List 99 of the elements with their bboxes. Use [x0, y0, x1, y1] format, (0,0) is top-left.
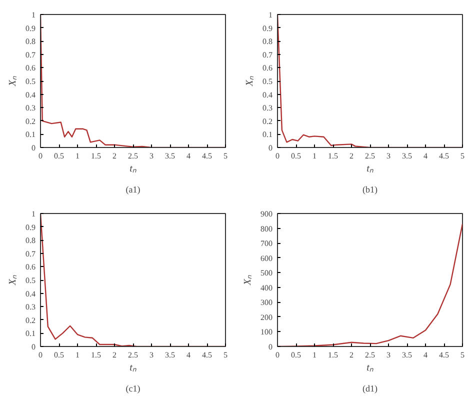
y-tick-label: 0.4 — [262, 90, 272, 100]
y-tick-label: 700 — [260, 239, 272, 248]
x-tick-label: 5 — [224, 350, 228, 360]
y-tick-label: 0.9 — [26, 222, 36, 232]
y-tick-label: 0 — [268, 342, 272, 352]
y-tick-label: 0.7 — [26, 249, 36, 258]
x-tick-label: 4 — [186, 350, 190, 360]
y-tick-label: 0.1 — [26, 329, 36, 338]
x-tick-label: 3.5 — [402, 152, 412, 160]
y-tick-label: 0.2 — [26, 316, 36, 325]
x-axis-title: tₙ — [130, 362, 136, 374]
x-tick-label: 4 — [424, 152, 428, 160]
y-tick-label: 0.7 — [26, 50, 36, 60]
x-tick-label: 4.5 — [202, 152, 212, 160]
x-tick-label: 2.5 — [365, 152, 375, 160]
x-tick-label: 2 — [112, 152, 116, 160]
x-tick-label: 3 — [150, 152, 154, 160]
y-tick-label: 800 — [260, 224, 272, 234]
text: (d1) — [362, 384, 378, 394]
x-tick-label: 5 — [460, 350, 464, 360]
y-tick-label: 400 — [260, 283, 272, 292]
y-tick-label: 0.5 — [26, 77, 36, 86]
y-tick-label: 0.2 — [262, 116, 272, 126]
x-tick-label: 3 — [150, 350, 154, 360]
y-tick-label: 0.6 — [262, 64, 272, 73]
x-tick-label: 0.5 — [54, 350, 64, 360]
y-tick-label: 600 — [260, 254, 272, 263]
y-axis-title: Xₙ — [242, 274, 254, 286]
y-tick-label: 0.6 — [26, 262, 36, 272]
x-tick-label: 0 — [276, 350, 280, 360]
y-tick-label: 0.4 — [26, 90, 36, 100]
y-tick-label: 0 — [32, 144, 36, 152]
x-tick-label: 1 — [312, 152, 316, 160]
y-tick-label: 0.5 — [26, 276, 36, 285]
x-tick-label: 4.5 — [202, 350, 212, 360]
x-tick-label: 0.5 — [291, 152, 301, 160]
x-tick-label: 1 — [76, 152, 80, 160]
x-tick-label: 1 — [76, 350, 80, 360]
text: (c1) — [126, 384, 140, 394]
x-tick-label: 4 — [424, 350, 428, 360]
y-tick-label: 0.1 — [26, 130, 36, 140]
y-tick-label: 900 — [260, 210, 272, 218]
x-tick-label: 0 — [38, 350, 42, 360]
x-tick-label: 2 — [350, 152, 354, 160]
x-tick-label: 0.5 — [54, 152, 64, 160]
y-tick-label: 0.3 — [26, 302, 36, 312]
y-tick-label: 0.6 — [26, 64, 36, 73]
x-tick-label: 0 — [38, 152, 42, 160]
x-tick-label: 2.5 — [128, 350, 138, 360]
y-tick-label: 0 — [32, 342, 36, 352]
x-tick-label: 1.5 — [328, 152, 338, 160]
y-tick-label: 100 — [260, 328, 272, 337]
y-tick-label: 1 — [32, 210, 36, 218]
x-tick-label: 2.5 — [128, 152, 138, 160]
y-tick-label: 300 — [260, 298, 272, 308]
y-tick-label: 0.8 — [262, 37, 272, 46]
x-tick-label: 0.5 — [291, 350, 301, 360]
y-axis-title: Xₙ — [8, 274, 18, 286]
y-tick-label: 0.9 — [262, 24, 272, 33]
x-tick-label: 1.5 — [91, 152, 101, 160]
x-tick-label: 3.5 — [165, 350, 175, 360]
y-tick-label: 0.5 — [262, 77, 272, 86]
x-tick-label: 3 — [386, 152, 390, 160]
y-tick-label: 0 — [268, 144, 272, 152]
y-tick-label: 0.4 — [26, 289, 36, 298]
x-tick-label: 3 — [386, 350, 390, 360]
text: (b1) — [362, 184, 378, 194]
x-axis-title: tₙ — [366, 362, 374, 374]
y-tick-label: 200 — [260, 312, 272, 322]
x-tick-label: 5 — [460, 152, 464, 160]
y-tick-label: 0.1 — [262, 130, 272, 140]
x-tick-label: 4.5 — [439, 152, 449, 160]
y-tick-label: 0.8 — [26, 37, 36, 46]
x-tick-label: 0 — [276, 152, 280, 160]
x-axis-title: tₙ — [366, 164, 374, 174]
y-axis-title: Xₙ — [8, 76, 18, 88]
x-tick-label: 1.5 — [328, 350, 338, 360]
y-tick-label: 1 — [268, 10, 272, 20]
x-tick-label: 4 — [186, 152, 190, 160]
y-axis-title: Xₙ — [244, 76, 256, 88]
x-tick-label: 2 — [350, 350, 354, 360]
y-tick-label: 0.9 — [26, 24, 36, 33]
x-tick-label: 2 — [112, 350, 116, 360]
x-tick-label: 3.5 — [402, 350, 412, 360]
x-axis-title: tₙ — [130, 164, 136, 174]
y-tick-label: 500 — [260, 268, 272, 278]
y-tick-label: 0.2 — [26, 116, 36, 126]
x-tick-label: 3.5 — [165, 152, 175, 160]
y-tick-label: 0.7 — [262, 50, 272, 60]
x-tick-label: 1.5 — [91, 350, 101, 360]
x-tick-label: 1 — [312, 350, 316, 360]
x-tick-label: 5 — [224, 152, 228, 160]
text: (a1) — [126, 184, 140, 194]
y-tick-label: 0.3 — [262, 104, 272, 113]
x-tick-label: 2.5 — [365, 350, 375, 360]
y-tick-label: 0.8 — [26, 236, 36, 246]
x-tick-label: 4.5 — [439, 350, 449, 360]
y-tick-label: 1 — [32, 10, 36, 20]
y-tick-label: 0.3 — [26, 104, 36, 113]
